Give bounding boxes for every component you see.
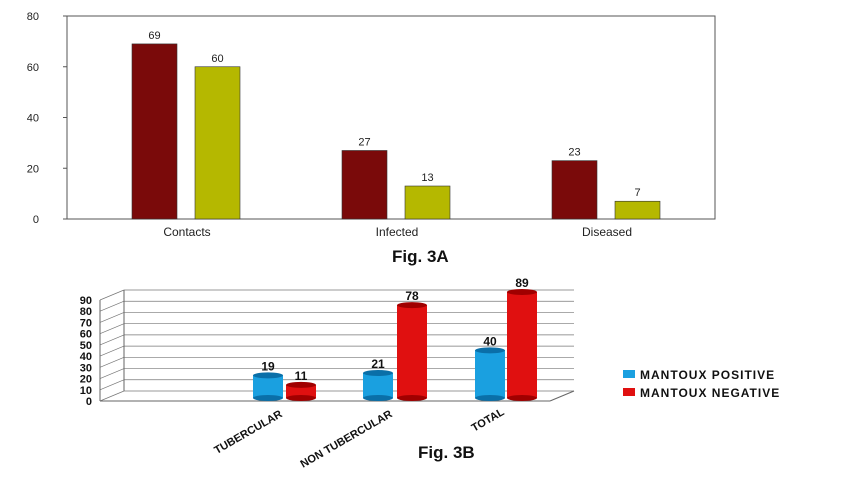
fig-3a-y-tick-label: 0 xyxy=(33,214,39,226)
fig-3a-axes: 0 20 40 60 80 Contacts Infected Diseased xyxy=(27,11,716,239)
fig-3a-bars xyxy=(131,43,661,220)
fig-3b-y-tick-label: 20 xyxy=(80,374,92,386)
fig-3a-title: Fig. 3A xyxy=(392,247,449,266)
fig-3b-grid-depth xyxy=(99,368,125,379)
fig-3b-y-tick-label: 90 xyxy=(80,295,92,307)
fig-3b-y-tick-label: 10 xyxy=(80,385,92,397)
fig-3b-y-tick-label: 60 xyxy=(80,329,92,341)
fig-3b-data-label: 78 xyxy=(405,289,419,303)
fig-3b-bar-body xyxy=(286,384,316,398)
fig-3a-data-label: 69 xyxy=(148,30,160,42)
fig-3b-bar-body xyxy=(507,292,537,398)
fig-3b-bar-top xyxy=(363,369,393,376)
fig-3b-grid-depth xyxy=(99,390,125,402)
fig-3a-bar xyxy=(341,150,388,220)
fig-3b-bar-body xyxy=(253,375,283,398)
fig-3b-data-labels: 19 11 21 78 40 89 xyxy=(261,276,529,383)
fig-3b-y-tick-label: 0 xyxy=(86,396,92,408)
fig-3a-bar xyxy=(614,200,661,220)
fig-3b-bar-body xyxy=(397,305,427,398)
fig-3a-bar xyxy=(194,66,241,220)
fig-3b-bar-top xyxy=(507,289,537,295)
fig-3a-data-label: 13 xyxy=(421,172,433,184)
fig-3b-category-label: NON TUBERCULAR xyxy=(299,408,395,470)
fig-3b-bar-base xyxy=(475,395,505,401)
legend-swatch-negative xyxy=(623,388,635,396)
fig-3b-data-label: 89 xyxy=(515,276,529,290)
fig-3b-category-label: TOTAL xyxy=(470,406,507,434)
fig-3a-chart: 0 20 40 60 80 Contacts Infected Diseased 69 60 27… xyxy=(27,11,716,266)
fig-3a-data-label: 60 xyxy=(211,53,223,65)
fig-3b-bar-base xyxy=(363,395,393,401)
fig-3b-category-label: TUBERCULAR xyxy=(212,408,284,457)
fig-3b-grid-depth xyxy=(99,312,125,323)
fig-3b-grid-depth xyxy=(99,357,125,368)
fig-3a-data-label: 7 xyxy=(634,187,640,199)
fig-3a-bar xyxy=(404,185,451,220)
fig-3a-data-label: 27 xyxy=(358,136,370,148)
fig-3b-bar-top xyxy=(253,372,283,379)
fig-3b-grid-depth xyxy=(99,345,125,357)
fig-3b-data-label: 40 xyxy=(483,334,497,348)
fig-3a-y-tick-label: 20 xyxy=(27,163,39,175)
fig-3b-y-tick-label: 70 xyxy=(80,317,92,329)
fig-3b-grid-depth xyxy=(99,379,125,391)
fig-3b-grid-depth xyxy=(99,323,125,334)
fig-3b-data-label: 19 xyxy=(261,359,275,373)
fig-3b-y-tick-label: 30 xyxy=(80,362,92,374)
fig-3a-bar xyxy=(131,43,178,220)
fig-3a-y-tick-label: 40 xyxy=(27,113,39,125)
fig-3b-y-tick-label: 50 xyxy=(80,340,92,352)
legend-swatch-positive xyxy=(623,370,635,378)
fig-3b-y-tick-label: 40 xyxy=(80,351,92,363)
fig-3a-category-label: Infected xyxy=(376,225,419,239)
fig-3b-bar-body xyxy=(475,350,505,398)
fig-3b-title: Fig. 3B xyxy=(418,443,475,462)
fig-3b-bar-base xyxy=(253,395,283,401)
legend-label-negative: MANTOUX NEGATIVE xyxy=(640,386,780,400)
fig-3b-bars xyxy=(253,289,537,401)
fig-3b-bar-top xyxy=(397,302,427,309)
fig-3b-floor-right xyxy=(549,390,575,402)
fig-3b-data-label: 21 xyxy=(371,357,385,371)
fig-3b-bar-top xyxy=(286,381,316,388)
fig-3b-legend: MANTOUX POSITIVE MANTOUX NEGATIVE xyxy=(623,368,780,400)
fig-3b-y-tick-label: 80 xyxy=(80,306,92,318)
fig-3a-bar xyxy=(551,160,598,220)
fig-3a-y-tick-label: 80 xyxy=(27,11,39,23)
fig-3b-data-label: 11 xyxy=(295,369,308,383)
fig-3a-data-label: 23 xyxy=(568,147,580,159)
fig-3b-bar-body xyxy=(363,372,393,398)
fig-3b-bar-base xyxy=(507,395,537,401)
fig-3a-data-labels: 69 60 27 13 23 7 xyxy=(148,30,640,199)
legend-label-positive: MANTOUX POSITIVE xyxy=(640,368,775,382)
fig-3b-grid-depth xyxy=(99,300,125,312)
fig-3a-category-label: Contacts xyxy=(163,225,210,239)
fig-3b-grid-depth xyxy=(99,334,125,346)
fig-3b-bar-base xyxy=(397,395,427,401)
fig-3b-grid-depth xyxy=(99,289,125,301)
fig-3a-category-label: Diseased xyxy=(582,225,632,239)
fig-3b-bar-base xyxy=(286,395,316,401)
fig-3a-y-tick-label: 60 xyxy=(27,62,39,74)
fig-3b-bar-top xyxy=(475,347,505,354)
